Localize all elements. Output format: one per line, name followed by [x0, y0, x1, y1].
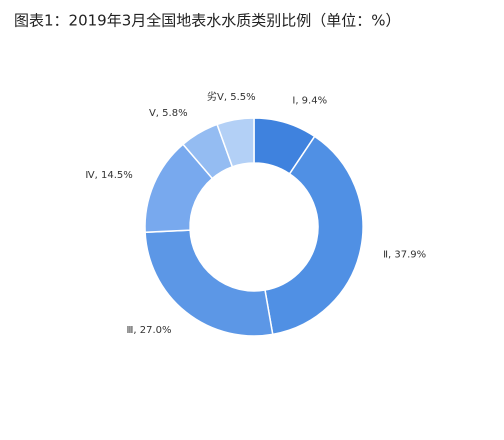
- slice-label: Ⅲ, 27.0%: [127, 325, 172, 336]
- donut-slice: [264, 135, 364, 336]
- slice-label: Ⅴ, 5.8%: [149, 108, 188, 119]
- donut-slice: [216, 117, 255, 168]
- chart-title: 图表1：2019年3月全国地表水水质类别比例（单位：%）: [14, 12, 401, 30]
- donut-slice: [144, 229, 274, 337]
- slice-label: Ⅳ, 14.5%: [85, 170, 132, 181]
- slice-label: 劣Ⅴ, 5.5%: [207, 90, 256, 103]
- slice-label: Ⅱ, 37.9%: [383, 249, 426, 260]
- slice-label: Ⅰ, 9.4%: [292, 96, 327, 107]
